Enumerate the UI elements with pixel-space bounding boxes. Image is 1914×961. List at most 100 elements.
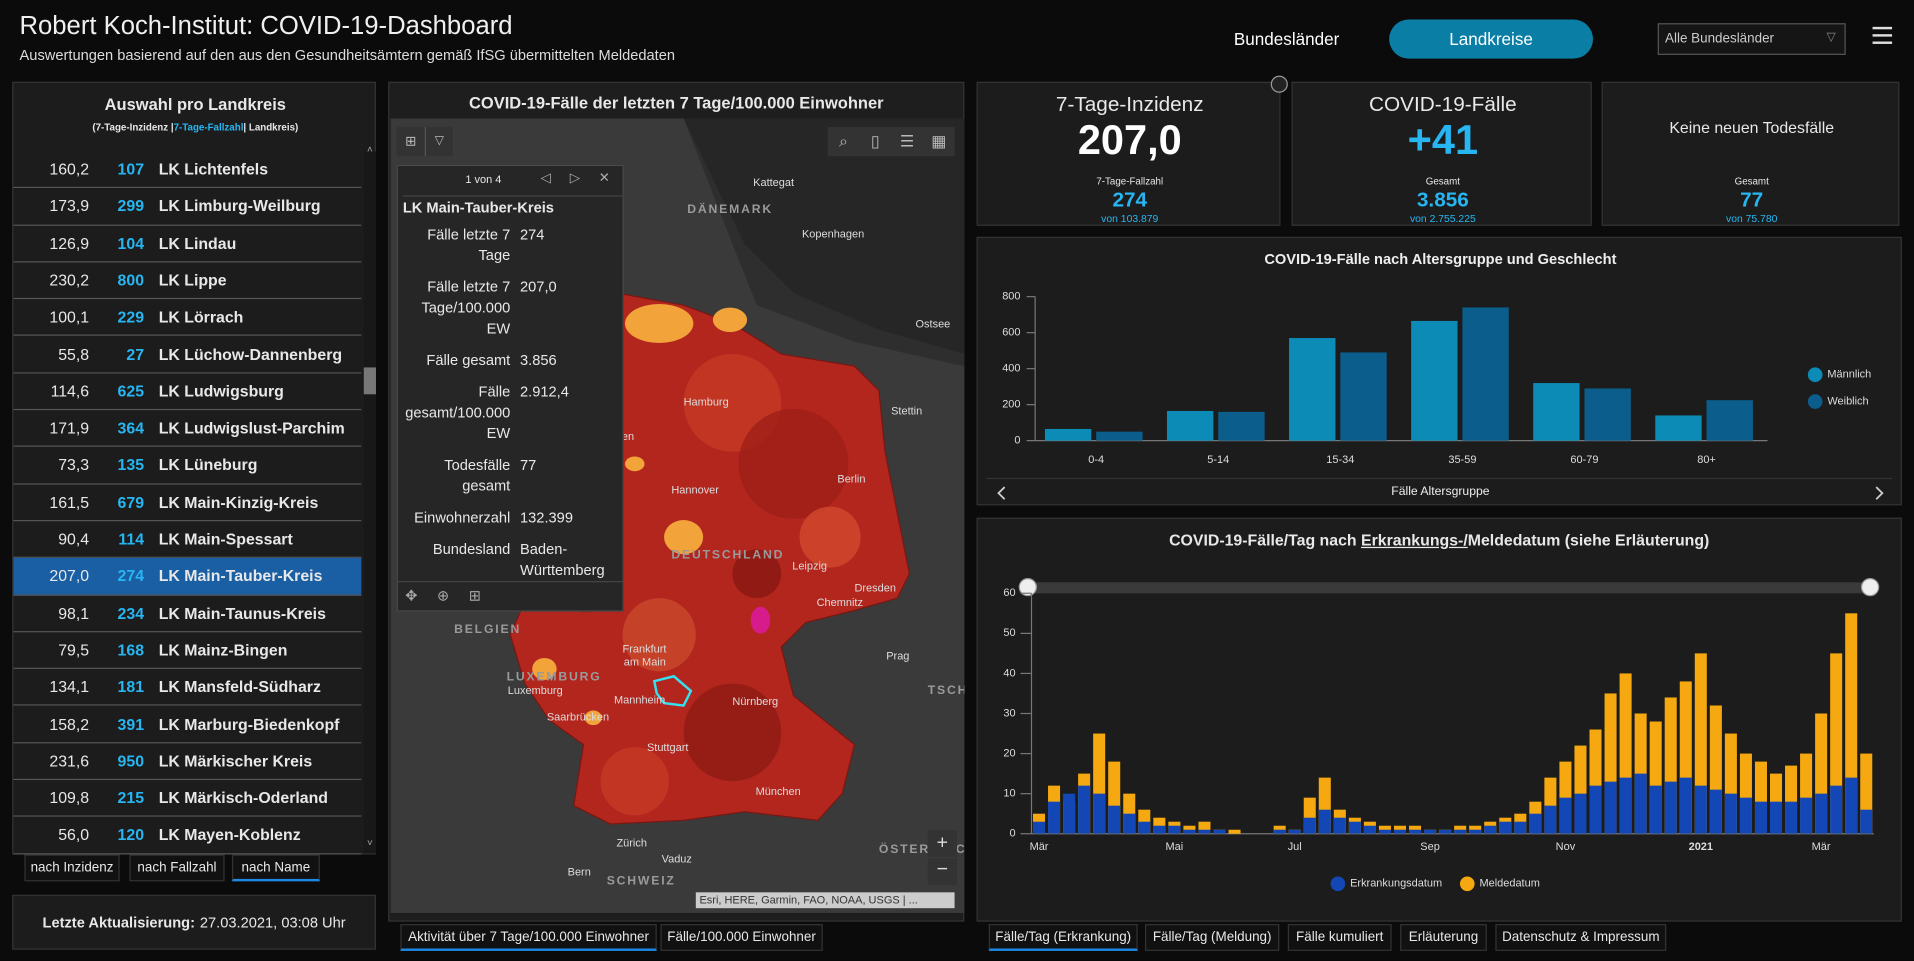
district-row[interactable]: 109,8 215 LK Märkisch-Oderland [13,780,362,818]
district-row[interactable]: 126,9 104 LK Lindau [13,225,362,263]
bar [1318,809,1331,834]
district-row[interactable]: 56,0 120 LK Mayen-Koblenz [13,817,362,855]
region-orange [584,710,602,726]
bar [1273,829,1286,834]
age-chart: COVID-19-Fälle nach Altersgruppe und Ges… [986,252,1893,500]
nav-button[interactable]: Landkreise [1389,19,1594,59]
map-tab[interactable]: Fälle/100.000 Einwohner [660,924,823,951]
incidence: 158,2 [49,714,90,734]
district-row[interactable]: 73,3 135 LK Lüneburg [13,447,362,485]
district-row[interactable]: 134,1 181 LK Mansfeld-Südharz [13,669,362,707]
map-label: Hamburg [684,397,729,409]
bar [1533,383,1580,441]
tool-button[interactable]: ☰ [899,131,915,151]
district-row[interactable]: 55,8 27 LK Lüchow-Dannenberg [13,336,362,374]
district-row[interactable]: 158,2 391 LK Marburg-Biedenkopf [13,706,362,744]
field-value: 132.399 [520,509,573,527]
district-row[interactable]: 79,5 168 LK Mainz-Bingen [13,632,362,670]
subtitle-part: | Landkreis) [243,122,299,134]
district-row[interactable]: 171,9 364 LK Ludwigslust-Parchim [13,410,362,448]
region-shade [799,506,861,568]
district-row[interactable]: 161,5 679 LK Main-Kinzig-Kreis [13,484,362,522]
popup-control[interactable]: ◁ [540,170,551,186]
sort-tab[interactable]: nach Fallzahl [129,854,225,882]
incidence: 56,0 [58,825,90,844]
district-row[interactable]: 98,1 234 LK Main-Taunus-Kreis [13,595,362,633]
district-row[interactable]: 207,0 274 LK Main-Tauber-Kreis [13,558,362,596]
popup-control[interactable]: ✕ [598,170,610,186]
dropdown[interactable]: Alle Bundesländer ▽ [1657,23,1846,55]
region-orange [624,456,645,472]
expand-icon[interactable] [1270,75,1288,93]
district-name: LK Lichtenfels [158,159,269,179]
case-count: 181 [117,677,145,697]
bar [1032,821,1046,834]
zoom-in[interactable]: + [927,830,958,857]
bar [1815,793,1828,834]
tool-button[interactable]: ⊞ [397,126,427,157]
sort-tab[interactable]: nach Name [231,854,320,882]
menu-line [1872,41,1893,44]
menu-line [1872,34,1893,37]
map-label: Stettin [891,405,922,417]
district-name: LK Main-Spessart [158,529,293,549]
nav-button[interactable]: Bundesländer [1233,29,1340,49]
district-name: LK Lörrach [158,307,244,327]
zoom-out[interactable]: − [927,858,958,886]
bar [1589,785,1602,834]
popup-action[interactable]: ⊕ [437,587,450,605]
sort-tab[interactable]: nach Inzidenz [24,854,120,882]
bar [1363,825,1376,834]
tool-button[interactable]: ▯ [870,131,880,151]
case-count: 107 [117,159,145,179]
map-label: Ostsee [916,319,951,331]
bottom-tab[interactable]: Erläuterung [1400,924,1487,951]
bar [1769,801,1783,834]
bottom-tab[interactable]: Datenschutz & Impressum [1495,924,1667,951]
popup-control[interactable]: ▷ [569,170,581,186]
scroll-down[interactable]: ˅ [367,837,373,849]
field-label: Fälle gesamt/100.000 EW [405,383,511,442]
district-row[interactable]: 231,6 950 LK Märkischer Kreis [13,743,362,781]
kpi-detail-label: 7-Tage-Fallzahl [1096,175,1164,187]
tool-button[interactable]: ▽ [434,134,445,148]
district-row[interactable]: 160,2 107 LK Lichtenfels [13,151,362,189]
map-label: Nürnberg [732,696,778,708]
y-tick-label: 50 [1003,627,1015,639]
incidence: 230,2 [49,270,90,290]
map-label: Bern [568,867,591,879]
incidence: 231,6 [49,751,90,771]
case-count: 800 [117,270,145,290]
daily-chart-title: COVID-19-Fälle/Tag nach Erkrankungs-/Mel… [977,531,1902,553]
tool-button[interactable]: ⌕ [839,131,848,151]
region-orange [532,657,557,680]
district-row[interactable]: 173,9 299 LK Limburg-Weilburg [13,188,362,226]
bottom-tab[interactable]: Fälle/Tag (Erkrankung) [988,924,1138,951]
bar [1514,821,1527,834]
district-row[interactable]: 230,2 800 LK Lippe [13,262,362,300]
district-row[interactable]: 100,1 229 LK Lörrach [13,299,362,337]
bar [1709,789,1722,834]
bottom-tab[interactable]: Fälle kumuliert [1287,924,1392,951]
page-subtitle: Auswertungen basierend auf den aus den G… [19,46,676,64]
last-update-label: Letzte Aktualisierung: [42,913,195,931]
tool-button[interactable]: ▦ [931,131,947,151]
scrollbar-thumb[interactable] [363,367,376,395]
field-value: 77 [520,456,537,474]
popup-action[interactable]: ⊞ [468,587,482,605]
map-label: Stuttgart [647,742,688,754]
district-name: LK Main-Taunus-Kreis [158,603,326,623]
x-axis-label: Fälle Altersgruppe [1391,484,1489,498]
y-tick-label: 60 [1003,587,1015,599]
popup-action[interactable]: ✥ [405,587,418,605]
attribution: Esri, HERE, Garmin, FAO, NOAA, USGS | ..… [695,892,955,909]
district-row[interactable]: 114,6 625 LK Ludwigsburg [13,373,362,411]
menu-button[interactable] [1872,26,1893,47]
map-tab[interactable]: Aktivität über 7 Tage/100.000 Einwohner [400,924,657,951]
incidence: 55,8 [58,344,90,364]
district-row[interactable]: 90,4 114 LK Main-Spessart [13,521,362,559]
bar [1108,805,1121,834]
scroll-up[interactable]: ˄ [367,144,373,156]
bottom-tab[interactable]: Fälle/Tag (Meldung) [1145,924,1280,951]
